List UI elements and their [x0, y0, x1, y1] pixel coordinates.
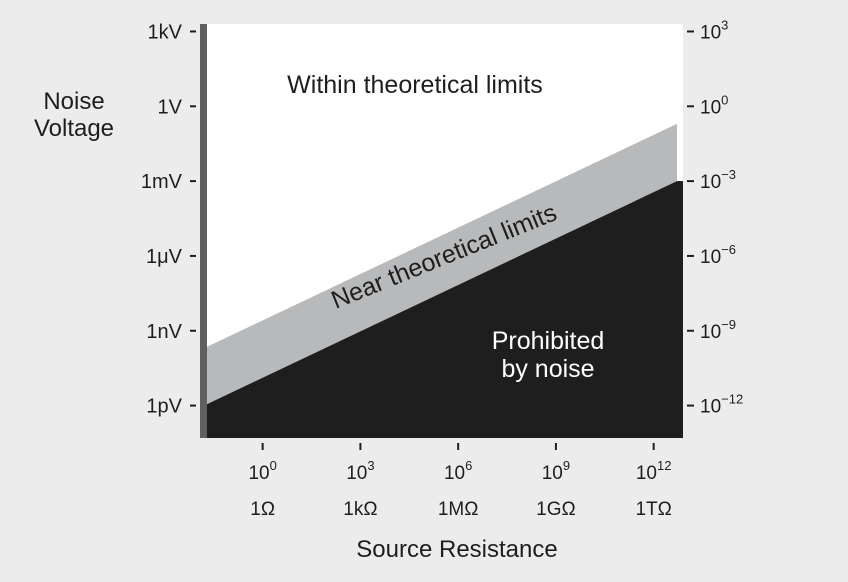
region-prohibited-by-noise	[204, 181, 683, 438]
x-tick-exponent-label: 1012	[636, 458, 672, 484]
y-tick-right-label: 103	[700, 17, 728, 43]
x-tick-exponent-label: 100	[248, 458, 276, 484]
axis-ticks: 1kV 1V 1mV 1μV 1nV 1pV 103 100 10−3 10−6 10−9 10−12…	[141, 17, 743, 520]
region-prohibited-edge	[677, 181, 683, 438]
y-tick-left-label: 1kV	[148, 21, 183, 43]
y-tick-left-label: 1mV	[141, 171, 183, 193]
plot-area	[200, 24, 683, 438]
region-label-within: Within theoretical limits	[287, 71, 543, 99]
y-tick-right-label: 10−6	[700, 242, 736, 268]
x-tick-exponent-label: 103	[346, 458, 374, 484]
y-tick-left-label: 1nV	[146, 321, 182, 343]
y-tick-right-label: 100	[700, 92, 728, 118]
x-tick-unit-label: 1kΩ	[343, 499, 377, 520]
y-tick-right-label: 10−12	[700, 392, 743, 418]
y-tick-right-label: 10−9	[700, 317, 736, 343]
y-axis-line	[200, 24, 207, 438]
y-tick-left-label: 1μV	[146, 246, 183, 268]
x-tick-exponent-label: 106	[444, 458, 472, 484]
x-tick-unit-label: 1GΩ	[536, 499, 576, 520]
y-tick-left-label: 1pV	[146, 396, 182, 418]
x-tick-unit-label: 1Ω	[250, 499, 275, 520]
y-axis-title-line1: Noise	[43, 88, 104, 115]
region-label-prohibited-line2: by noise	[501, 355, 594, 383]
x-tick-unit-label: 1MΩ	[438, 499, 479, 520]
y-tick-left-label: 1V	[158, 96, 183, 118]
y-tick-right-label: 10−3	[700, 167, 736, 193]
region-label-prohibited-line1: Prohibited	[492, 327, 605, 355]
y-axis-title-line2: Voltage	[34, 115, 114, 142]
x-tick-exponent-label: 109	[542, 458, 570, 484]
x-tick-unit-label: 1TΩ	[635, 499, 671, 520]
x-axis-title: Source Resistance	[356, 536, 557, 563]
